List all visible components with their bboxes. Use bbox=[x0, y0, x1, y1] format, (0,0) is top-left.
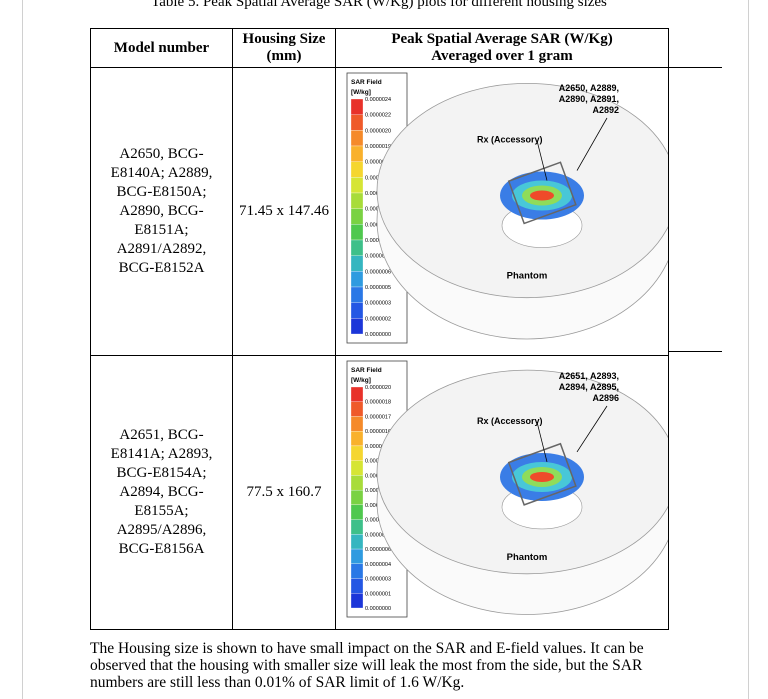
legend-label: 0.0000000 bbox=[365, 606, 391, 612]
header: Peak Spatial Average SAR (W/Kg) Averaged… bbox=[335, 28, 669, 68]
legend-title: SAR Field bbox=[351, 367, 382, 374]
phantom-label: Phantom bbox=[506, 552, 547, 563]
legend-swatch bbox=[350, 286, 363, 303]
legend-label: 0.0000014 bbox=[365, 444, 391, 450]
legend-swatch bbox=[350, 548, 363, 564]
model-cell: A2650, BCG-E8140A; A2889, BCG-E8150A; A2… bbox=[90, 67, 233, 356]
legend-swatch bbox=[350, 431, 363, 447]
models-label: A2892 bbox=[592, 105, 619, 115]
caption: Table 5. Peak Spatial Average SAR (W/Kg)… bbox=[151, 0, 607, 10]
sar-red bbox=[529, 190, 554, 201]
sar-red bbox=[529, 471, 554, 482]
models-label: A2890, A2891, bbox=[558, 94, 618, 104]
legend-swatch bbox=[350, 98, 363, 115]
legend-label: 0.0000022 bbox=[365, 113, 391, 119]
legend-swatch bbox=[350, 302, 363, 319]
legend-swatch bbox=[350, 475, 363, 491]
legend-swatch bbox=[350, 114, 363, 131]
legend-swatch bbox=[350, 504, 363, 520]
legend-label: 0.0000005 bbox=[365, 285, 391, 291]
legend-unit: [W/kg] bbox=[351, 89, 371, 96]
legend-swatch bbox=[350, 593, 363, 609]
legend-swatch bbox=[350, 401, 363, 417]
legend-label: 0.0000020 bbox=[365, 128, 391, 134]
legend-swatch bbox=[350, 192, 363, 209]
legend-label: 0.0000024 bbox=[365, 97, 391, 103]
rx-label: Rx (Accessory) bbox=[477, 135, 543, 145]
plot-cell: SAR Field [W/kg] 0.0000024 0.0000022 0.00000… bbox=[335, 67, 677, 356]
leader bbox=[536, 140, 547, 181]
legend-label: 0.0000001 bbox=[365, 591, 391, 597]
size-cell: 77.5 x 160.7 bbox=[232, 355, 336, 630]
rx-label: Rx (Accessory) bbox=[477, 416, 543, 426]
legend-label: 0.0000000 bbox=[365, 332, 391, 338]
legend-swatch bbox=[350, 255, 363, 272]
phantom-label: Phantom bbox=[506, 271, 547, 282]
table: Model number Housing Size (mm) Peak Spat… bbox=[90, 28, 677, 630]
row: A2651, BCG-E8141A; A2893, BCG-E8154A; A2… bbox=[90, 355, 677, 630]
legend-label: 0.0000006 bbox=[365, 269, 391, 275]
header-row: Model number Housing Size (mm) Peak Spat… bbox=[90, 28, 669, 68]
sar-plot: SAR Field [W/kg]0.0000024 0.0000022 0.00000… bbox=[346, 72, 677, 344]
legend-label: 0.0000007 bbox=[365, 532, 391, 538]
rule bbox=[668, 67, 722, 68]
legend-swatch bbox=[350, 534, 363, 550]
legend-label: 0.0000017 bbox=[365, 160, 391, 166]
models-label: A2650, A2889, bbox=[558, 83, 618, 93]
size-cell: 71.45 x 147.46 bbox=[232, 67, 336, 356]
device bbox=[507, 161, 577, 225]
legend-swatch bbox=[350, 271, 363, 288]
legend-label: 0.0000003 bbox=[365, 301, 391, 307]
legend-swatch bbox=[350, 239, 363, 256]
legend-label: 0.0000002 bbox=[365, 316, 391, 322]
legend-swatch bbox=[350, 208, 363, 225]
paragraph: The Housing size is shown to have small … bbox=[90, 640, 644, 691]
legend-swatch bbox=[350, 161, 363, 178]
legend-label: 0.0000016 bbox=[365, 429, 391, 435]
models-label: A2896 bbox=[592, 393, 619, 403]
legend-swatch bbox=[350, 145, 363, 162]
device bbox=[507, 442, 577, 506]
legend-swatch bbox=[350, 130, 363, 147]
legend-unit: [W/kg] bbox=[351, 377, 371, 384]
legend-label: 0.0000008 bbox=[365, 518, 391, 524]
legend-swatch bbox=[350, 445, 363, 461]
legend-swatch bbox=[350, 386, 363, 402]
row: A2650, BCG-E8140A; A2889, BCG-E8150A; A2… bbox=[90, 67, 677, 356]
models-label: A2651, A2893, bbox=[558, 371, 618, 381]
legend-label: 0.0000018 bbox=[365, 400, 391, 406]
legend-swatch bbox=[350, 177, 363, 194]
legend-swatch bbox=[350, 489, 363, 506]
legend-swatch bbox=[350, 318, 363, 335]
legend-label: 0.0000004 bbox=[365, 562, 391, 568]
legend-swatch bbox=[350, 416, 363, 432]
leader bbox=[576, 117, 607, 171]
leader bbox=[576, 405, 607, 453]
legend-label: 0.0000003 bbox=[365, 577, 391, 583]
rule bbox=[668, 351, 722, 352]
models-label: A2894, A2895, bbox=[558, 382, 618, 392]
legend-swatch bbox=[350, 563, 363, 579]
legend-swatch bbox=[350, 519, 363, 535]
page-edge bbox=[748, 0, 749, 699]
header: Model number bbox=[90, 28, 233, 68]
leader bbox=[536, 421, 547, 463]
legend-label: 0.0000019 bbox=[365, 144, 391, 150]
legend-swatch bbox=[350, 578, 363, 594]
model-cell: A2651, BCG-E8141A; A2893, BCG-E8154A; A2… bbox=[90, 355, 233, 630]
legend-label: 0.0000020 bbox=[365, 385, 391, 391]
sar-plot: SAR Field [W/kg]0.0000020 0.0000018 0.00000… bbox=[346, 360, 677, 618]
legend-label: 0.0000006 bbox=[365, 547, 391, 553]
legend-label: 0.0000017 bbox=[365, 414, 391, 420]
header: Housing Size (mm) bbox=[232, 28, 336, 68]
legend-label: 0.0000009 bbox=[365, 238, 391, 244]
legend-label: 0.0000008 bbox=[365, 254, 391, 260]
legend-swatch bbox=[350, 460, 363, 476]
legend-title: SAR Field bbox=[351, 79, 382, 86]
plot-cell: SAR Field [W/kg] 0.0000020 0.0000018 0.00000… bbox=[335, 355, 677, 630]
page-edge bbox=[22, 0, 23, 699]
legend-swatch bbox=[350, 224, 363, 241]
